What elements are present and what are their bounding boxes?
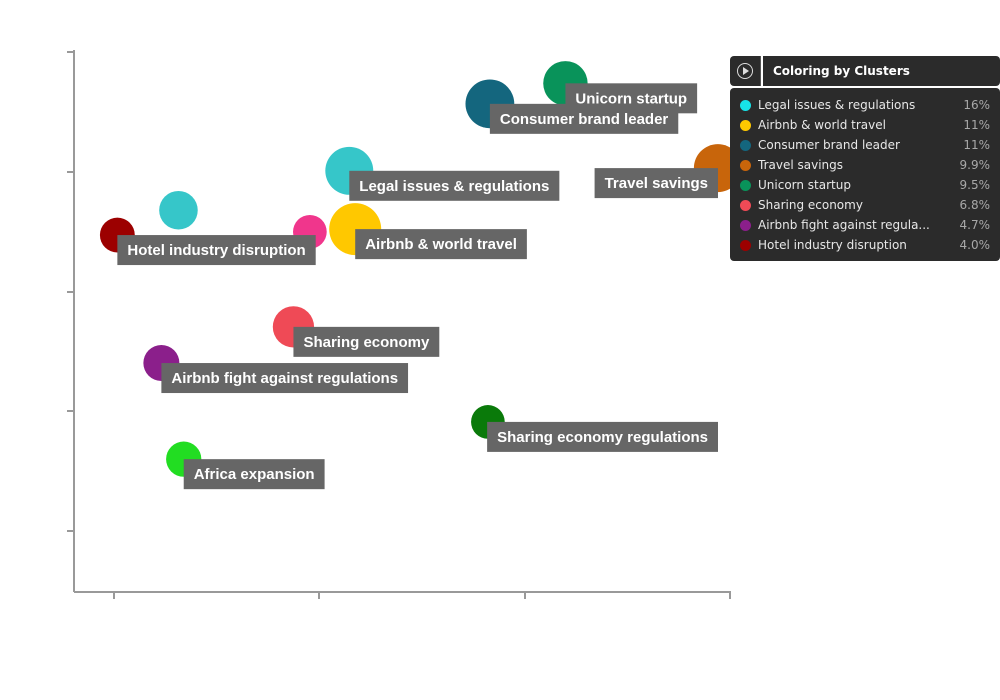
bubble-label-text: Legal issues & regulations: [359, 178, 549, 195]
bubble-label: Africa expansion: [183, 459, 325, 490]
label-background: [161, 363, 409, 394]
bubble-label-text: Sharing economy: [303, 334, 430, 351]
bubble-label: Sharing economy regulations: [487, 421, 718, 452]
legend-item-label: Consumer brand leader: [758, 138, 900, 152]
legend-item-percent: 4.7%: [959, 218, 991, 232]
legend-item-label: Travel savings: [758, 158, 844, 172]
bubble-label: Consumer brand leader: [489, 103, 679, 134]
legend-item-label: Hotel industry disruption: [758, 238, 907, 252]
legend-item-percent: 9.9%: [959, 158, 991, 172]
legend-item[interactable]: Airbnb & world travel 11%: [740, 115, 990, 135]
bubble-label-text: Travel savings: [605, 175, 708, 192]
bubble-label: Hotel industry disruption: [117, 235, 316, 266]
legend-item-label: Sharing economy: [758, 198, 863, 212]
cluster-legend: Coloring by Clusters Legal issues & regu…: [730, 56, 1000, 261]
legend-color-dot: [740, 199, 751, 211]
legend-item[interactable]: Unicorn startup 9.5%: [740, 175, 990, 195]
legend-item[interactable]: Consumer brand leader 11%: [740, 135, 990, 155]
legend-item[interactable]: Sharing economy 6.8%: [740, 195, 990, 215]
legend-item[interactable]: Travel savings 9.9%: [740, 155, 990, 175]
legend-color-dot: [740, 159, 751, 171]
label-layer: Unicorn startup Consumer brand leader Lega…: [117, 83, 718, 490]
legend-item[interactable]: Airbnb fight against regula... 4.7%: [740, 215, 990, 235]
bubble-label-text: Sharing economy regulations: [497, 429, 708, 446]
legend-color-dot: [740, 219, 751, 231]
legend-color-dot: [740, 179, 751, 191]
bubble-label: Sharing economy: [293, 326, 440, 357]
legend-item-percent: 11%: [963, 138, 990, 152]
bubble-label-text: Unicorn startup: [575, 90, 687, 107]
legend-item-percent: 9.5%: [959, 178, 991, 192]
legend-color-dot: [740, 239, 751, 251]
play-button[interactable]: [730, 56, 761, 86]
legend-item[interactable]: Legal issues & regulations 16%: [740, 95, 990, 115]
legend-color-dot: [740, 99, 751, 111]
legend-item-percent: 16%: [963, 98, 990, 112]
legend-item-label: Legal issues & regulations: [758, 98, 916, 112]
legend-list: Legal issues & regulations 16% Airbnb & wo…: [730, 88, 1000, 261]
legend-item-percent: 11%: [963, 118, 990, 132]
chart-axes: [67, 50, 731, 599]
legend-item[interactable]: Hotel industry disruption 4.0%: [740, 235, 990, 255]
label-background: [293, 326, 440, 357]
bubble-label-text: Africa expansion: [194, 466, 315, 483]
legend-title: Coloring by Clusters: [763, 56, 1000, 86]
legend-color-dot: [740, 119, 751, 131]
label-background: [489, 103, 679, 134]
bubble-label-text: Hotel industry disruption: [127, 242, 305, 259]
legend-item-percent: 6.8%: [959, 198, 991, 212]
bubble-label: Legal issues & regulations: [349, 170, 560, 201]
legend-item-percent: 4.0%: [959, 238, 991, 252]
label-background: [355, 229, 527, 260]
play-circle-icon: [737, 63, 753, 79]
legend-header: Coloring by Clusters: [730, 56, 1000, 86]
bubble-label: Travel savings: [594, 168, 718, 199]
legend-item-label: Unicorn startup: [758, 178, 851, 192]
label-background: [117, 235, 316, 266]
label-background: [183, 459, 325, 490]
bubble-label: Airbnb fight against regulations: [161, 363, 409, 394]
bubble-label-text: Consumer brand leader: [500, 111, 669, 128]
bubble[interactable]: [159, 190, 198, 230]
legend-item-label: Airbnb & world travel: [758, 118, 886, 132]
bubble-label: Airbnb & world travel: [355, 229, 527, 260]
legend-item-label: Airbnb fight against regula...: [758, 218, 930, 232]
legend-color-dot: [740, 139, 751, 151]
label-background: [349, 170, 560, 201]
label-background: [487, 421, 718, 452]
bubble-label-text: Airbnb & world travel: [365, 236, 517, 253]
label-background: [594, 168, 718, 199]
bubble-label-text: Airbnb fight against regulations: [171, 370, 398, 387]
